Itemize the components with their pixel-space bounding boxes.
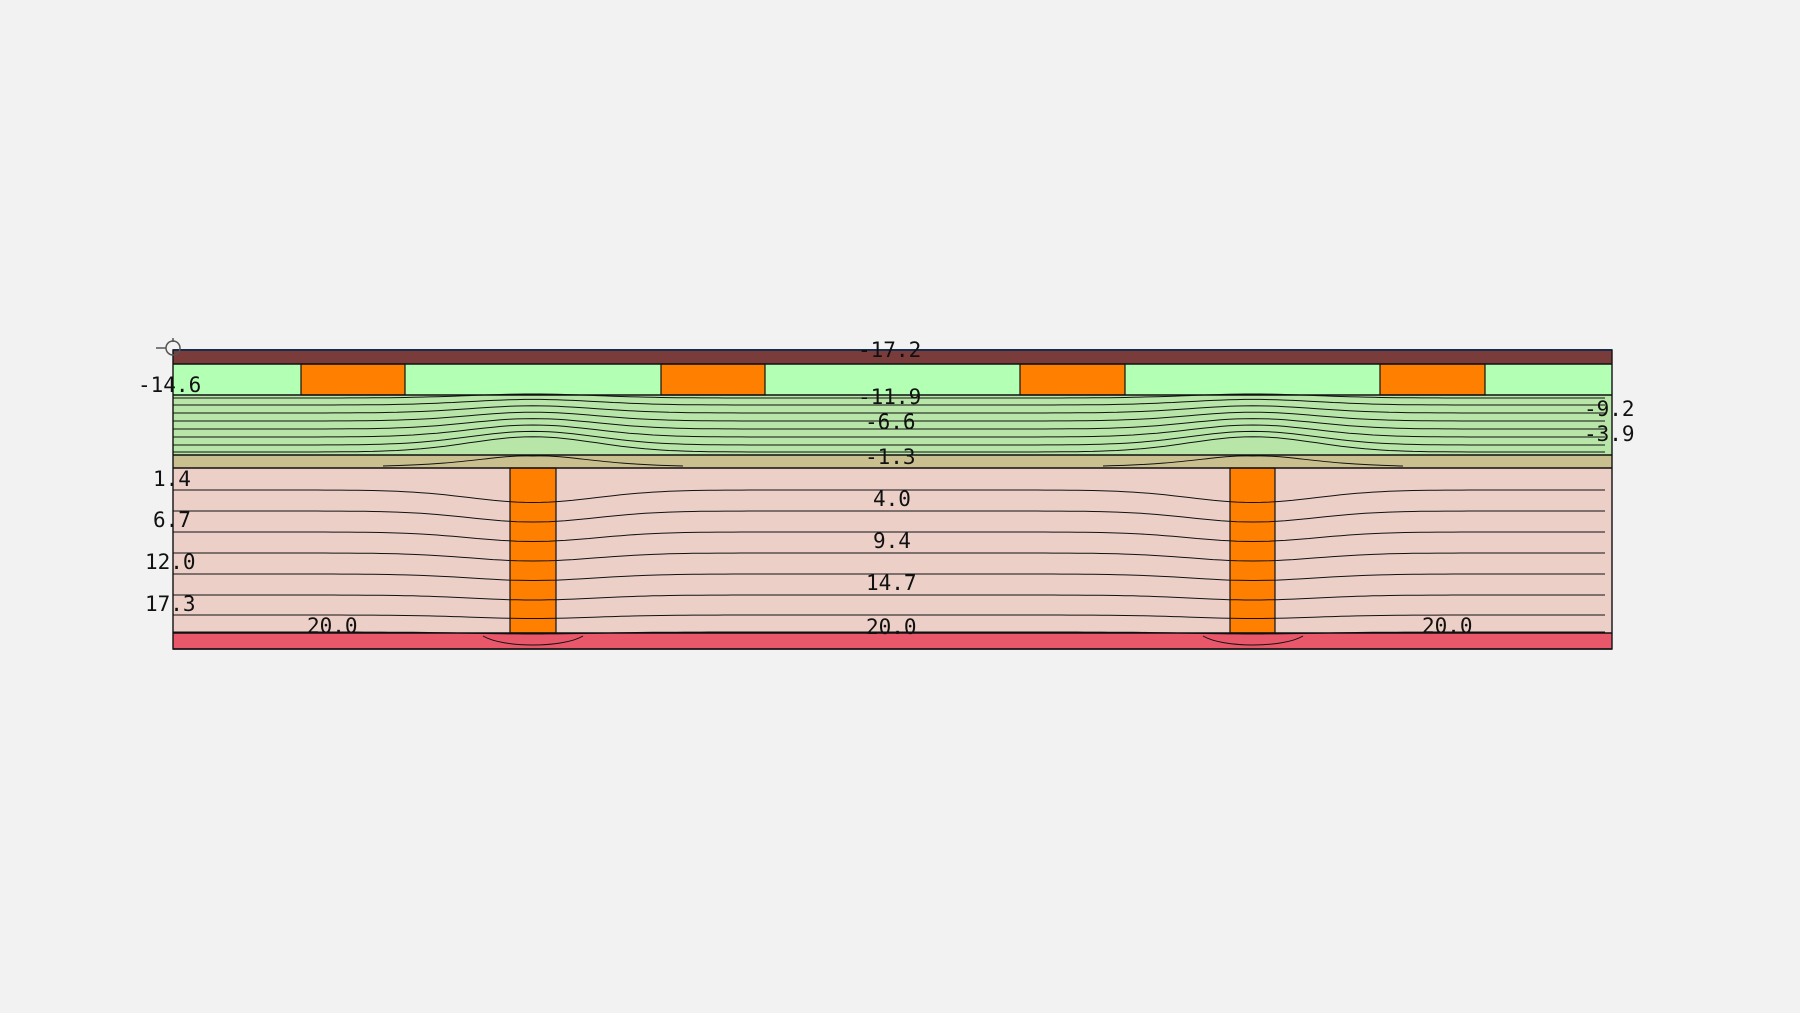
iso-label-67: 6.7 [153, 508, 191, 532]
iso-label-173: 17.3 [145, 592, 196, 616]
timber-batten-3 [1019, 363, 1126, 396]
isotherm-line-upper-5 [173, 418, 1605, 430]
timber-post-1 [509, 467, 557, 634]
material-layers [173, 350, 1612, 649]
isotherm-line-upper-2 [173, 398, 1605, 406]
isotherm-dip-2 [1202, 635, 1304, 646]
isotherm-line-lower-5 [173, 552, 1605, 562]
iso-label-14: 1.4 [153, 467, 191, 491]
iso-label-40: 4.0 [873, 487, 911, 511]
iso-label-92: -9.2 [1584, 397, 1635, 421]
isotherm-line-lower-8 [173, 614, 1605, 619]
isotherm-line-upper-8 [173, 436, 1605, 453]
iso-label-200-right: 20.0 [1422, 614, 1473, 638]
masonry-layer [173, 468, 1612, 633]
insulation-top-layer [173, 364, 1612, 395]
isotherm-line-lower-4 [173, 531, 1605, 543]
section-outline [172, 349, 1613, 650]
isotherm-line-upper-1 [173, 393, 1605, 399]
iso-label-120: 12.0 [145, 550, 196, 574]
iso-label-200-mid: 20.0 [866, 615, 917, 639]
isotherm-line-upper-7 [173, 430, 1605, 446]
iso-label-13: -1.3 [865, 445, 916, 469]
isotherm-line-lower-2 [173, 489, 1605, 504]
isotherm-line-upper-4 [173, 411, 1605, 422]
layer-outlines [172, 349, 1613, 650]
isotherm-line-upper-3 [173, 405, 1605, 414]
isotherm-line-upper-6 [173, 424, 1605, 438]
roof-membrane-layer [173, 350, 1612, 364]
isotherm-cap-1 [382, 455, 684, 467]
timber-post-2 [1229, 467, 1276, 634]
timber-batten-4 [1379, 363, 1486, 396]
origin-marker-icon[interactable] [156, 338, 181, 356]
iso-label-119: -11.9 [858, 385, 921, 409]
timber-batten-1 [300, 363, 406, 396]
iso-label-39: -3.9 [1584, 422, 1635, 446]
isotherm-line-lower-6 [173, 573, 1605, 582]
timber-batten-2 [660, 363, 766, 396]
isotherm-dip-1 [482, 635, 584, 646]
iso-label-94: 9.4 [873, 529, 911, 553]
isotherm-line-lower-3 [173, 510, 1605, 523]
iso-label-left-top: -14.6 [138, 373, 201, 397]
iso-label-147: 14.7 [866, 571, 917, 595]
isotherm-line-lower-7 [173, 594, 1605, 601]
iso-label-200-left: 20.0 [307, 614, 358, 638]
isotherm-cap-2 [1102, 455, 1404, 467]
iso-label-66: -6.6 [865, 410, 916, 434]
screed-layer [173, 455, 1612, 468]
isotherm-labels: -17.2 -14.6 -11.9 -9.2 -6.6 -3.9 -1.3 1.… [138, 338, 1635, 639]
iso-label-top: -17.2 [858, 338, 921, 362]
